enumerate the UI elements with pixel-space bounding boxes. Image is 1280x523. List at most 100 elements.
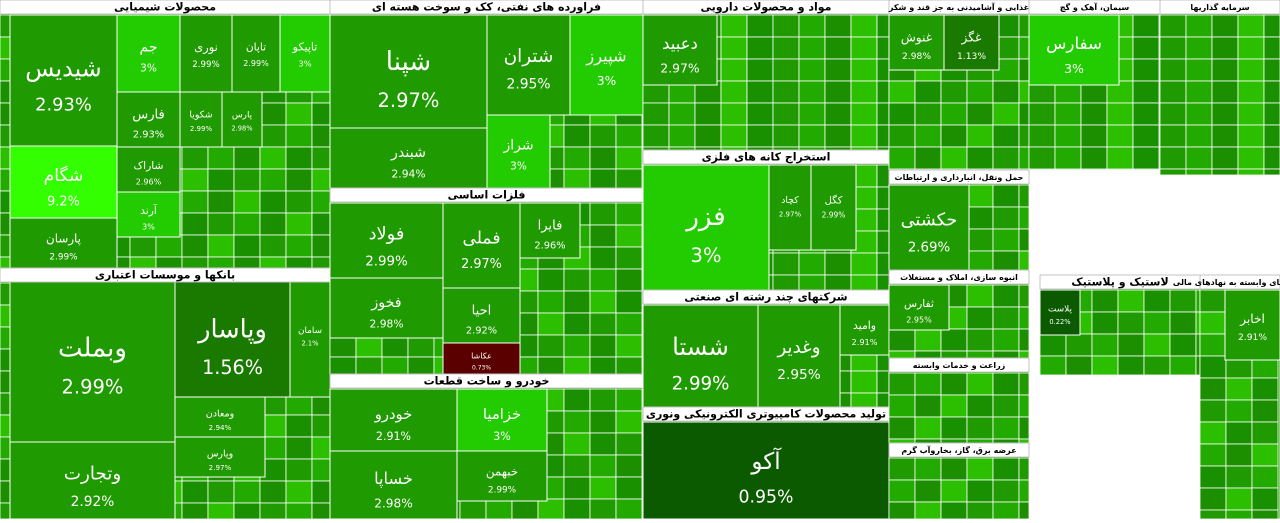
small-tile (914, 479, 942, 503)
tile-name: شپنا (386, 47, 431, 77)
small-tile (876, 186, 890, 210)
small-tile (285, 168, 313, 192)
small-tile (615, 410, 643, 434)
tile (231, 14, 281, 93)
small-tile (181, 502, 209, 520)
tile (9, 441, 176, 520)
small-tile (181, 256, 209, 269)
tile (888, 14, 945, 71)
small-tile (940, 124, 968, 148)
small-tile (1185, 36, 1213, 60)
tile-name: غنوش (901, 31, 933, 46)
small-tile (1159, 102, 1187, 126)
small-tile (1251, 421, 1279, 445)
small-tile (940, 416, 968, 440)
small-tile (992, 284, 1020, 308)
small-tile (1211, 102, 1239, 126)
small-tile (259, 234, 287, 258)
small-tile (537, 334, 565, 358)
small-tile (940, 479, 968, 503)
small-tile (1080, 146, 1108, 170)
small-tile (615, 268, 643, 292)
tile-change: 2.99% (190, 125, 213, 133)
small-tile (888, 80, 916, 104)
tile-name: شگام (44, 165, 84, 186)
small-tile (181, 212, 209, 236)
tile-change: 1.56% (202, 356, 263, 379)
small-tile (589, 356, 617, 375)
tile-change: 2.99% (243, 59, 269, 68)
tile-change: 2.99% (192, 60, 220, 70)
tile-change: 2.69% (908, 240, 950, 255)
tile (519, 202, 581, 259)
small-tile (966, 102, 994, 126)
small-tile (615, 312, 643, 336)
tile-change: 2.98% (374, 496, 413, 510)
sector-title: فلزات اساسی (448, 189, 526, 202)
small-tile (1018, 372, 1030, 396)
small-tile (850, 102, 878, 126)
small-tile (1211, 36, 1239, 60)
small-tile (798, 36, 826, 60)
tile-change: 2.91% (852, 337, 878, 347)
small-tile (311, 436, 331, 460)
small-tile (233, 256, 261, 269)
small-tile (966, 146, 994, 170)
small-tile (511, 498, 539, 520)
small-tile (798, 274, 826, 291)
small-tile (1018, 501, 1030, 520)
tile-name: دعبید (662, 34, 698, 53)
small-tile (207, 234, 235, 258)
small-tile (772, 36, 800, 60)
small-tile (876, 36, 890, 60)
small-tile (966, 372, 994, 396)
small-tile (1018, 284, 1030, 308)
sector-header-bg (888, 269, 1030, 285)
small-tile (563, 476, 591, 500)
small-tile (850, 80, 878, 104)
tile (9, 281, 176, 443)
small-tile (155, 256, 183, 269)
small-tile (940, 501, 968, 520)
small-tile (1237, 14, 1265, 38)
small-tile (824, 124, 852, 148)
small-tile (772, 252, 800, 276)
tile-name: آرند (140, 203, 158, 217)
small-tile (1211, 58, 1239, 82)
small-tile (233, 212, 261, 236)
tile-name: کچاد (781, 195, 799, 206)
tile-change: 2.97% (779, 211, 802, 219)
small-tile (1018, 394, 1030, 418)
sector: سفارس 3% سیمان، آهک و گچ (1028, 0, 1161, 171)
small-tile (876, 274, 890, 291)
small-tile (1225, 421, 1253, 445)
small-tile (992, 184, 1020, 208)
small-tile (537, 268, 565, 292)
small-tile (1199, 289, 1227, 313)
tile (9, 145, 118, 219)
small-tile (207, 190, 235, 214)
small-tile (233, 168, 261, 192)
small-tile (1263, 36, 1280, 60)
small-tile (1159, 80, 1187, 104)
tile-name: جم (140, 39, 158, 55)
small-tile (888, 372, 916, 396)
sector-title: تولید محصولات کامپیوتری الکترونیکی ونوری (646, 408, 886, 421)
tile (9, 217, 118, 269)
tile (329, 14, 488, 129)
tile-change: 2.91% (1238, 332, 1267, 343)
sector: شستا 2.99% وغدیر 2.95% وامید 2.91% شرکتهای چند… (642, 289, 890, 408)
small-tile (615, 498, 643, 520)
small-tile (1080, 124, 1108, 148)
small-tile (615, 432, 643, 456)
small-tile (311, 234, 331, 258)
tile-change: 1.13% (957, 51, 986, 62)
small-tile (1263, 146, 1280, 170)
sector: وبملت 2.99% وپاسار 1.56% سامان 2.1% ومعادن 2.94… (0, 267, 331, 520)
small-tile (537, 356, 565, 375)
tile (116, 91, 181, 148)
sector-title: شرکتهای چند رشته ای صنعتی (684, 291, 847, 304)
small-tile (1185, 168, 1213, 176)
small-tile (537, 498, 565, 520)
tile-name: خبهمن (486, 465, 518, 480)
